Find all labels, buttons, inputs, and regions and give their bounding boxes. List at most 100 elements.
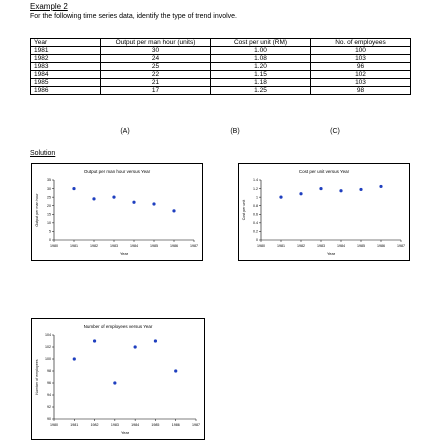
x-tick-label: 1986 <box>170 244 178 248</box>
data-point <box>113 381 117 385</box>
y-tick-label: 15 <box>47 212 51 216</box>
y-tick-label: 0.2 <box>253 230 258 234</box>
instruction-text: For the following time series data, iden… <box>30 13 237 20</box>
table-row: 1982 24 1.08 103 <box>30 54 411 63</box>
x-tick-label: 1981 <box>70 423 78 427</box>
y-axis-label: Output per man hour <box>35 193 39 227</box>
x-axis-label: Year <box>120 251 129 256</box>
table-row: 1981 30 1.00 100 <box>30 46 411 55</box>
x-tick-label: 1986 <box>377 244 385 248</box>
cell-output: 25 <box>100 62 211 71</box>
x-tick-label: 1987 <box>192 423 200 427</box>
data-point <box>133 345 137 349</box>
x-tick-label: 1982 <box>297 244 305 248</box>
chart-output-svg: Output per man hour versus Year 1980 1981 1… <box>35 169 198 256</box>
data-point <box>112 195 116 199</box>
cell-year: 1981 <box>30 46 101 55</box>
y-axis-label: Cost per unit <box>242 200 246 220</box>
y-tick-label: 0 <box>49 238 51 242</box>
x-tick-label: 1981 <box>70 244 78 248</box>
cell-year: 1983 <box>30 62 101 71</box>
chart-title: Output per man hour versus Year <box>84 169 151 174</box>
y-tick-label: 5 <box>49 230 51 234</box>
y-tick-label: 25 <box>47 195 51 199</box>
x-tick-label: 1987 <box>397 244 405 248</box>
y-tick-label: 98 <box>47 369 51 373</box>
header-employees: No. of employees <box>310 38 411 47</box>
data-point <box>172 209 176 213</box>
x-tick-label: 1982 <box>91 423 99 427</box>
x-tick-label: 1984 <box>130 244 138 248</box>
chart-employees-svg: Number of employees versus Year 1980 1981 1… <box>35 324 200 435</box>
y-tick-label: 100 <box>45 357 51 361</box>
column-label-c: (C) <box>330 128 340 135</box>
table-row: 1985 21 1.18 103 <box>30 78 411 87</box>
chart-cost-per-unit: Cost per unit versus Year 1980 1981 1982 198… <box>238 163 410 261</box>
cell-cost: 1.20 <box>210 62 311 71</box>
data-point <box>153 339 158 343</box>
y-tick-label: 94 <box>47 393 51 397</box>
column-label-a: (A) <box>120 128 130 135</box>
cell-employees: 96 <box>310 62 411 71</box>
chart-number-of-employees: Number of employees versus Year 1980 1981 1… <box>31 318 205 440</box>
header-output: Output per man hour (units) <box>100 38 211 47</box>
x-tick-label: 1980 <box>50 423 58 427</box>
y-tick-label: 102 <box>45 345 51 349</box>
data-point <box>152 202 156 206</box>
cell-employees: 103 <box>310 54 411 63</box>
cell-employees: 100 <box>310 46 411 55</box>
data-point <box>132 200 136 204</box>
x-tick-label: 1983 <box>317 244 325 248</box>
data-point <box>339 189 343 193</box>
cell-employees: 98 <box>310 86 411 95</box>
x-tick-label: 1985 <box>150 244 158 248</box>
cell-output: 22 <box>100 70 211 79</box>
y-tick-label: 0.8 <box>253 204 258 208</box>
y-tick-label: 96 <box>47 381 51 385</box>
y-tick-label: 1.4 <box>253 178 258 182</box>
y-tick-label: 104 <box>45 333 51 337</box>
x-tick-label: 1982 <box>90 244 98 248</box>
cell-output: 21 <box>100 78 211 87</box>
data-point <box>299 192 303 196</box>
example-heading: Example 2 <box>30 2 68 11</box>
cell-year: 1982 <box>30 54 101 63</box>
data-point <box>319 186 323 191</box>
table-row: 1986 17 1.25 98 <box>30 86 411 95</box>
x-tick-label: 1984 <box>131 423 139 427</box>
y-tick-label: 90 <box>47 417 51 421</box>
y-tick-label: 35 <box>47 178 51 182</box>
y-tick-label: 1.2 <box>253 187 258 191</box>
x-tick-label: 1981 <box>277 244 285 248</box>
data-point <box>92 197 96 201</box>
x-tick-label: 1980 <box>257 244 265 248</box>
data-point <box>379 184 383 189</box>
cell-cost: 1.00 <box>210 46 311 55</box>
data-point <box>72 186 76 191</box>
y-tick-label: 0.4 <box>253 221 258 225</box>
cell-cost: 1.18 <box>210 78 311 87</box>
cell-output: 17 <box>100 86 211 95</box>
x-axis-label: Year <box>327 251 336 256</box>
cell-employees: 102 <box>310 70 411 79</box>
chart-output-per-man-hour: Output per man hour versus Year 1980 1981 1… <box>31 163 203 261</box>
cell-year: 1985 <box>30 78 101 87</box>
table-row: 1983 25 1.20 96 <box>30 62 411 71</box>
table-header-row: Year Output per man hour (units) Cost pe… <box>30 38 411 47</box>
header-year: Year <box>30 38 101 47</box>
y-tick-label: 0.6 <box>253 212 258 216</box>
solution-heading: Solution <box>30 150 56 157</box>
x-tick-label: 1980 <box>50 244 58 248</box>
x-tick-label: 1985 <box>357 244 365 248</box>
chart-title: Cost per unit versus Year <box>299 169 350 174</box>
cell-year: 1984 <box>30 70 101 79</box>
x-tick-label: 1983 <box>111 423 119 427</box>
data-point <box>92 339 97 343</box>
data-point <box>72 357 76 361</box>
cell-year: 1986 <box>30 86 101 95</box>
y-tick-label: 20 <box>47 204 51 208</box>
cell-cost: 1.25 <box>210 86 311 95</box>
y-tick-label: 0 <box>256 238 258 242</box>
time-series-table: Year Output per man hour (units) Cost pe… <box>30 38 411 95</box>
x-tick-label: 1987 <box>190 244 198 248</box>
